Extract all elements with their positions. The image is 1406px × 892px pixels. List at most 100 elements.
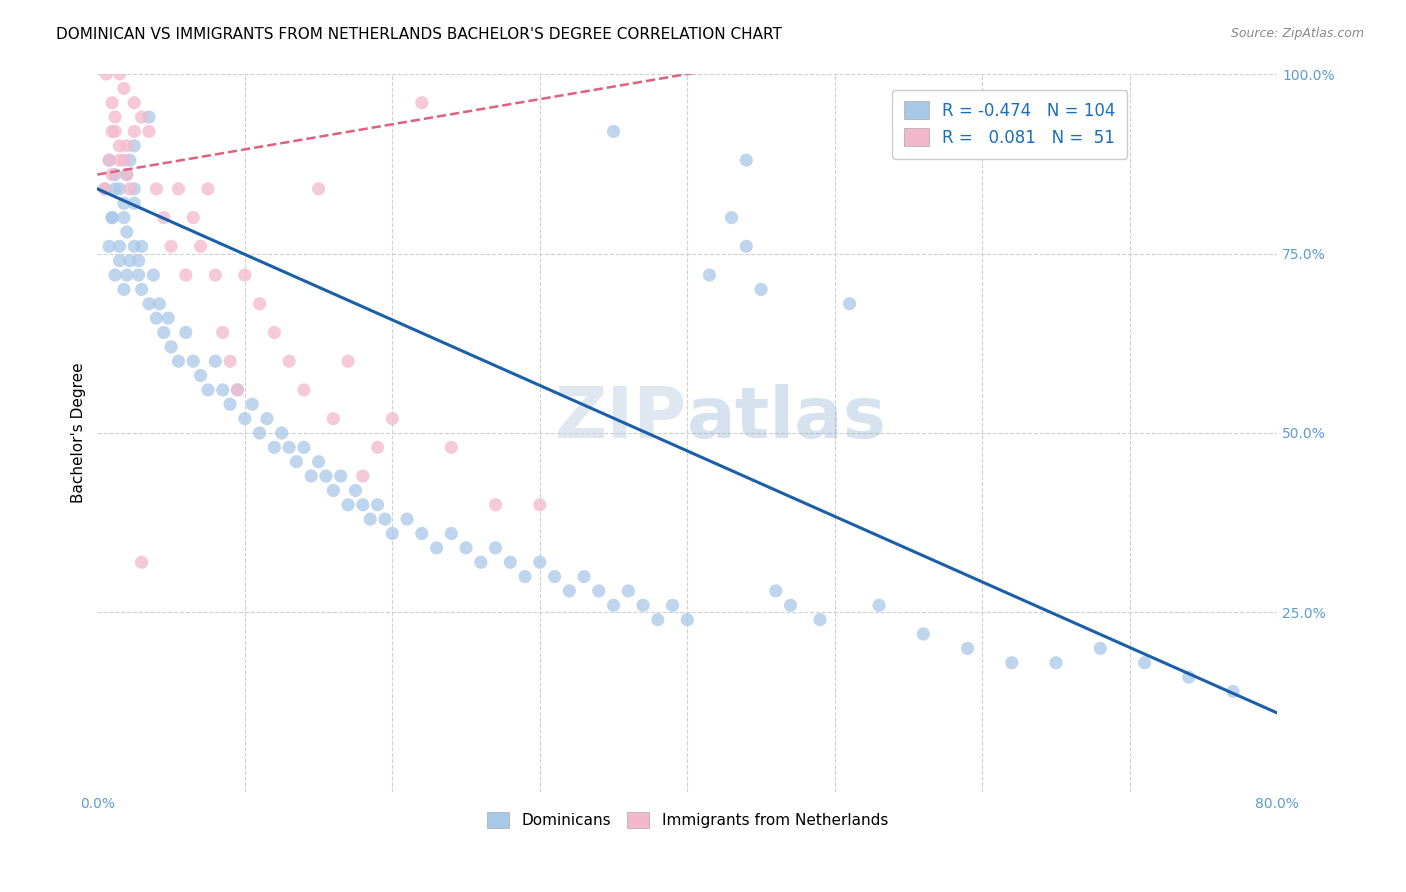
Point — [118, 182, 141, 196]
Text: ZIP: ZIP — [555, 384, 688, 453]
Point — [676, 613, 699, 627]
Point — [101, 211, 124, 225]
Point — [322, 483, 344, 498]
Point — [440, 441, 463, 455]
Point — [838, 297, 860, 311]
Point — [765, 583, 787, 598]
Point — [122, 182, 145, 196]
Point — [484, 541, 506, 555]
Point — [749, 282, 772, 296]
Point — [956, 641, 979, 656]
Point — [602, 599, 624, 613]
Point — [167, 354, 190, 368]
Point — [470, 555, 492, 569]
Point — [115, 268, 138, 282]
Point — [122, 196, 145, 211]
Point — [131, 555, 153, 569]
Point — [101, 95, 124, 110]
Point — [101, 124, 124, 138]
Point — [381, 526, 404, 541]
Point — [278, 354, 301, 368]
Point — [115, 225, 138, 239]
Point — [152, 326, 174, 340]
Point — [292, 441, 315, 455]
Point — [98, 239, 121, 253]
Point — [661, 599, 683, 613]
Point — [118, 153, 141, 168]
Point — [112, 196, 135, 211]
Point — [128, 268, 150, 282]
Point — [160, 340, 183, 354]
Point — [249, 425, 271, 440]
Point — [138, 124, 160, 138]
Point — [108, 138, 131, 153]
Point — [868, 599, 890, 613]
Point — [1133, 656, 1156, 670]
Point — [292, 383, 315, 397]
Point — [145, 182, 167, 196]
Point — [499, 555, 522, 569]
Point — [108, 182, 131, 196]
Point — [122, 138, 145, 153]
Point — [396, 512, 419, 526]
Point — [337, 354, 360, 368]
Point — [720, 211, 742, 225]
Point — [157, 311, 180, 326]
Point — [190, 239, 212, 253]
Point — [138, 297, 160, 311]
Point — [285, 455, 308, 469]
Point — [152, 211, 174, 225]
Point — [352, 498, 374, 512]
Point — [381, 411, 404, 425]
Point — [174, 326, 197, 340]
Point — [219, 354, 242, 368]
Point — [108, 67, 131, 81]
Text: DOMINICAN VS IMMIGRANTS FROM NETHERLANDS BACHELOR'S DEGREE CORRELATION CHART: DOMINICAN VS IMMIGRANTS FROM NETHERLANDS… — [56, 27, 782, 42]
Point — [240, 397, 263, 411]
Legend: Dominicans, Immigrants from Netherlands: Dominicans, Immigrants from Netherlands — [481, 806, 894, 835]
Point — [197, 383, 219, 397]
Point — [167, 182, 190, 196]
Point — [93, 182, 115, 196]
Point — [148, 297, 170, 311]
Point — [104, 110, 127, 124]
Point — [352, 469, 374, 483]
Point — [101, 168, 124, 182]
Point — [367, 498, 389, 512]
Point — [454, 541, 477, 555]
Point — [122, 95, 145, 110]
Point — [122, 239, 145, 253]
Point — [617, 583, 640, 598]
Point — [160, 239, 183, 253]
Point — [138, 110, 160, 124]
Point — [529, 555, 551, 569]
Point — [219, 397, 242, 411]
Point — [602, 124, 624, 138]
Point — [190, 368, 212, 383]
Point — [115, 168, 138, 182]
Point — [115, 168, 138, 182]
Point — [647, 613, 669, 627]
Point — [181, 354, 204, 368]
Point — [131, 110, 153, 124]
Point — [631, 599, 654, 613]
Point — [513, 569, 536, 583]
Point — [735, 239, 758, 253]
Point — [263, 326, 285, 340]
Point — [112, 81, 135, 95]
Point — [315, 469, 337, 483]
Point — [112, 153, 135, 168]
Point — [543, 569, 565, 583]
Point — [145, 311, 167, 326]
Point — [411, 526, 433, 541]
Text: Source: ZipAtlas.com: Source: ZipAtlas.com — [1230, 27, 1364, 40]
Point — [101, 211, 124, 225]
Point — [131, 239, 153, 253]
Point — [142, 268, 165, 282]
Point — [1178, 670, 1201, 684]
Point — [735, 153, 758, 168]
Point — [344, 483, 367, 498]
Point — [699, 268, 721, 282]
Point — [104, 182, 127, 196]
Point — [329, 469, 352, 483]
